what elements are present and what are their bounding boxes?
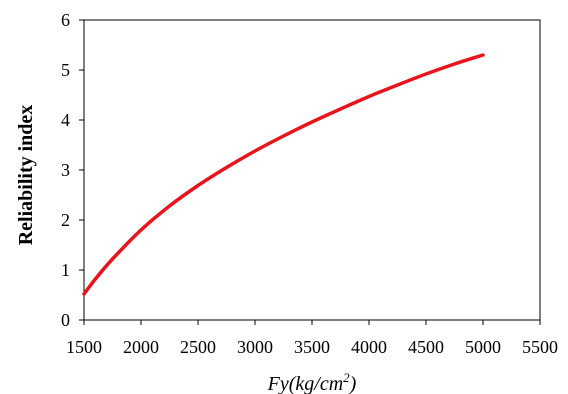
y-tick-label: 4 xyxy=(61,110,70,130)
x-axis-ticks: 1500 2000 2500 3000 3500 4000 4500 5000 5500 xyxy=(66,320,558,357)
y-tick-label: 1 xyxy=(61,260,70,280)
x-tick-label: 5000 xyxy=(465,337,501,357)
x-tick-label: 1500 xyxy=(66,337,102,357)
y-tick-label: 0 xyxy=(61,310,70,330)
y-tick-label: 3 xyxy=(61,160,70,180)
y-axis-ticks: 0 1 2 3 4 5 6 xyxy=(61,10,84,330)
x-tick-label: 5500 xyxy=(522,337,558,357)
reliability-curve xyxy=(82,53,485,296)
x-axis-title: Fy(kg/cm2) xyxy=(267,370,357,394)
x-tick-label: 3500 xyxy=(294,337,330,357)
y-axis-title: Reliability index xyxy=(15,105,37,246)
x-tick-label: 2000 xyxy=(123,337,159,357)
x-axis-title-main: Fy(kg/cm xyxy=(267,373,344,394)
x-tick-label: 4000 xyxy=(351,337,387,357)
x-tick-label: 3000 xyxy=(237,337,273,357)
x-tick-label: 2500 xyxy=(180,337,216,357)
x-axis-title-superscript: 2 xyxy=(343,370,350,385)
y-tick-label: 5 xyxy=(61,60,70,80)
x-axis-title-tail: ) xyxy=(349,373,357,394)
plot-border xyxy=(83,19,541,321)
y-tick-label: 2 xyxy=(61,210,70,230)
series-layer xyxy=(82,53,485,296)
plot-area xyxy=(83,19,541,321)
y-tick-label: 6 xyxy=(61,10,70,30)
x-tick-label: 4500 xyxy=(408,337,444,357)
